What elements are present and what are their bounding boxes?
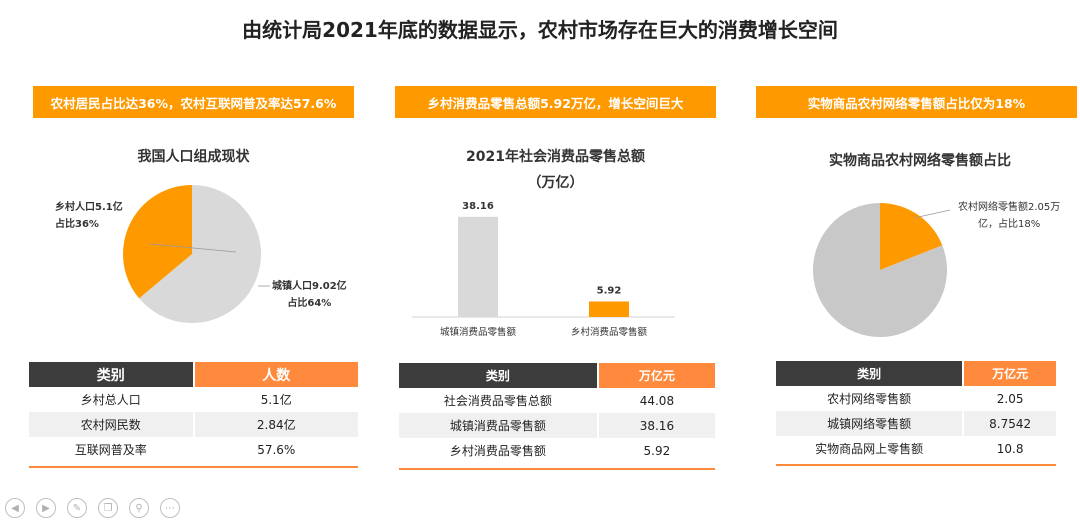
chart-unit-retail: （万亿） <box>527 175 584 191</box>
pie-leader-line <box>913 209 951 219</box>
table-cell: 互联网普及率 <box>74 443 147 457</box>
rural-slice-label: 乡村人口5.1亿 占比36% <box>55 199 123 233</box>
pen-icon[interactable]: ✎ <box>67 498 87 518</box>
more-icon[interactable]: ⋯ <box>160 498 180 518</box>
pie-slice-rural <box>122 185 192 299</box>
table-row: 城镇网络零售额 8.7542 <box>776 411 1056 436</box>
urban-slice-label-line2: 占比64% <box>287 298 332 309</box>
rural-slice-label-line2: 占比36% <box>55 219 99 230</box>
table-row: 城镇消费品零售额 38.16 <box>399 413 715 438</box>
pie-leader-line <box>149 243 237 253</box>
banner-online: 实物商品农村网络零售额占比仅为18% <box>756 86 1077 118</box>
population-table: 类别 人数 乡村总人口 5.1亿 农村网民数 2.84亿 互联网普及率 57.6% <box>27 362 360 462</box>
table-cell: 乡村总人口 <box>80 393 141 407</box>
bar-value-label: 5.92 <box>597 285 622 296</box>
play-icon[interactable]: ▶ <box>36 498 56 518</box>
table-cell: 2.05 <box>996 391 1024 406</box>
retail-table: 类别 万亿元 社会消费品零售总额 44.08 城镇消费品零售额 38.16 乡村消费… <box>397 363 717 463</box>
table-cell: 8.7542 <box>964 411 1056 436</box>
table-cell: 2.84亿 <box>194 412 358 437</box>
page-title: 由统计局2021年底的数据显示，农村市场存在巨大的消费增长空间 <box>242 18 838 42</box>
table-bottom-rule <box>776 464 1056 466</box>
prev-icon[interactable]: ◀ <box>5 498 25 518</box>
chart-title-population: 我国人口组成现状 <box>137 149 250 165</box>
x-tick-label: 乡村消费品零售额 <box>571 326 648 338</box>
online-slice-label-line1: 农村网络零售额2.05万 <box>958 202 1061 213</box>
chart-title-retail: 2021年社会消费品零售总额 <box>466 149 645 165</box>
table-cell: 57.6% <box>257 442 296 457</box>
pie-slice-rural <box>880 203 943 270</box>
pie-slice-urban <box>139 185 261 323</box>
copy-icon[interactable]: ❐ <box>98 498 118 518</box>
urban-slice-label-line1: 城镇人口9.02亿 <box>272 281 347 292</box>
table-header: 类别 <box>776 361 963 386</box>
urban-slice-label: 城镇人口9.02亿 占比64% <box>272 278 347 312</box>
x-tick-label: 城镇消费品零售额 <box>440 326 517 338</box>
table-bottom-rule <box>29 466 358 468</box>
table-cell: 城镇消费品零售额 <box>399 413 597 438</box>
table-header: 类别 <box>29 362 193 387</box>
table-cell: 38.16 <box>598 413 715 438</box>
table-header: 人数 <box>194 362 358 387</box>
table-row: 乡村总人口 5.1亿 <box>29 387 358 412</box>
table-cell: 10.8 <box>996 441 1024 456</box>
table-cell: 农村网络零售额 <box>827 392 912 406</box>
table-row: 乡村消费品零售额 5.92 <box>399 438 715 463</box>
table-row: 互联网普及率 57.6% <box>29 437 358 462</box>
rural-slice-label-line1: 乡村人口5.1亿 <box>55 202 123 213</box>
table-cell: 农村网民数 <box>29 412 193 437</box>
bar <box>458 216 498 317</box>
table-header: 万亿元 <box>964 361 1056 386</box>
banner-retail: 乡村消费品零售总额5.92万亿，增长空间巨大 <box>395 86 716 118</box>
online-slice-label-line2: 亿，占比18% <box>978 219 1041 230</box>
table-cell: 44.08 <box>639 393 675 408</box>
table-row: 农村网络零售额 2.05 <box>776 386 1056 411</box>
chart-title-online: 实物商品农村网络零售额占比 <box>829 153 1011 169</box>
table-cell: 5.1亿 <box>260 393 292 407</box>
table-header: 类别 <box>399 363 597 388</box>
online-slice-label: 农村网络零售额2.05万 亿，占比18% <box>958 199 1060 233</box>
bar <box>589 301 629 317</box>
table-row: 社会消费品零售总额 44.08 <box>399 388 715 413</box>
table-row: 实物商品网上零售额 10.8 <box>776 436 1056 461</box>
online-table: 类别 万亿元 农村网络零售额 2.05 城镇网络零售额 8.7542 实物商品网上零… <box>774 361 1058 461</box>
table-cell: 乡村消费品零售额 <box>449 444 546 458</box>
zoom-icon[interactable]: ⚲ <box>129 498 149 518</box>
table-cell: 5.92 <box>643 443 671 458</box>
table-header: 万亿元 <box>598 363 715 388</box>
table-cell: 社会消费品零售总额 <box>443 394 552 408</box>
table-cell: 实物商品网上零售额 <box>815 442 924 456</box>
table-bottom-rule <box>399 468 715 470</box>
bar-value-label: 38.16 <box>462 201 494 212</box>
banner-population: 农村居民占比达36%，农村互联网普及率达57.6% <box>33 86 354 118</box>
table-row: 农村网民数 2.84亿 <box>29 412 358 437</box>
table-cell: 城镇网络零售额 <box>776 411 963 436</box>
